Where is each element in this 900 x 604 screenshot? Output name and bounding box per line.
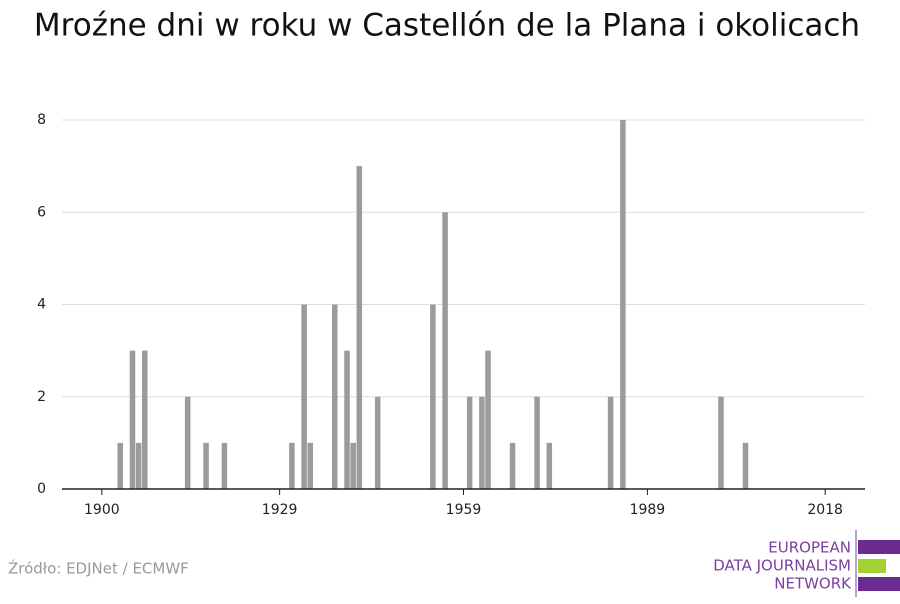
bar (129, 350, 136, 489)
logo-bar (858, 577, 900, 591)
bar (135, 442, 142, 489)
bar (301, 304, 307, 489)
x-tick-label: 1900 (84, 502, 120, 518)
logo-bar (858, 540, 900, 554)
bar (607, 396, 614, 489)
bar (221, 442, 228, 489)
logo-text: EUROPEAN (768, 539, 851, 557)
x-tick-label: 1989 (630, 502, 666, 518)
bar (442, 212, 448, 489)
bar (289, 442, 295, 489)
bar (332, 304, 338, 489)
bar (620, 120, 626, 489)
logo-text: DATA JOURNALISM (713, 557, 851, 575)
y-tick-label: 0 (37, 481, 46, 497)
bar (350, 442, 356, 489)
y-tick-label: 2 (37, 389, 46, 405)
logo-bar (858, 559, 886, 573)
bar (203, 442, 209, 489)
bar (509, 442, 516, 489)
bar (479, 396, 485, 489)
bar (718, 396, 724, 489)
bar (742, 442, 749, 489)
bar (485, 350, 491, 489)
y-tick-label: 6 (37, 204, 46, 220)
bar (356, 166, 363, 489)
bar (184, 396, 191, 489)
x-tick-label: 1959 (446, 502, 482, 518)
y-tick-label: 4 (37, 297, 46, 313)
source: Źródło: EDJNet / ECMWF (8, 559, 189, 578)
logo: EUROPEAN DATA JOURNALISM NETWORK (713, 530, 900, 597)
bar (546, 442, 553, 489)
bar (141, 350, 148, 489)
bar (344, 350, 350, 489)
chart-title: Mroźne dni w roku w Castellón de la Plan… (34, 8, 860, 44)
bar (466, 396, 473, 489)
bar (307, 442, 314, 489)
x-tick-label: 2018 (807, 502, 843, 518)
x-tick-label: 1929 (262, 502, 298, 518)
y-tick-label: 8 (37, 112, 46, 128)
bar (374, 396, 381, 489)
bar (117, 442, 123, 489)
bar (534, 396, 540, 489)
logo-text: NETWORK (774, 575, 852, 593)
bar (430, 304, 436, 489)
